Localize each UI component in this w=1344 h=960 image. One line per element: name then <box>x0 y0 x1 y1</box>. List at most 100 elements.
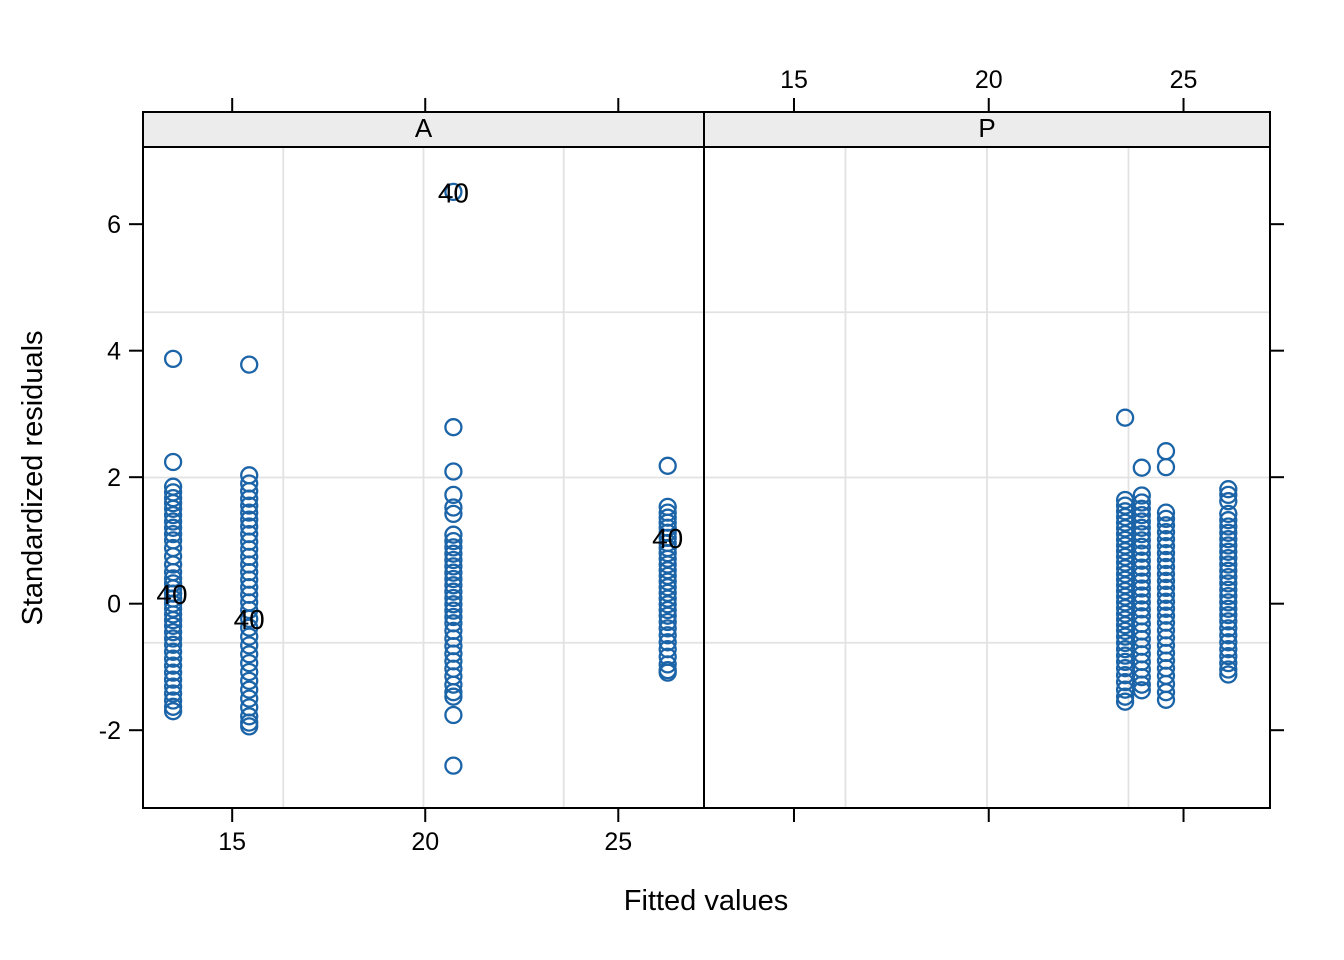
data-point <box>1115 408 1135 427</box>
x-axis-tick-label: 15 <box>780 66 808 94</box>
data-point <box>1132 458 1151 477</box>
data-point <box>1156 503 1176 522</box>
data-point <box>240 662 259 682</box>
data-point <box>658 663 677 682</box>
data-point <box>1156 457 1176 477</box>
data-point <box>1132 593 1151 612</box>
data-point <box>240 355 259 374</box>
data-point <box>1132 531 1151 550</box>
data-point <box>658 600 677 620</box>
data-point <box>1219 605 1238 625</box>
data-point <box>658 456 677 475</box>
data-point <box>658 606 677 625</box>
data-point <box>163 642 183 661</box>
data-point <box>1219 548 1238 568</box>
data-point <box>163 677 183 696</box>
point-label: 40 <box>438 178 469 209</box>
data-point <box>658 612 677 632</box>
grid-layer <box>143 147 1270 808</box>
data-point <box>163 452 183 472</box>
data-point <box>163 555 183 574</box>
data-point <box>444 582 463 601</box>
data-point <box>240 503 259 522</box>
strip <box>703 111 1271 148</box>
data-point <box>1132 493 1151 512</box>
data-point <box>444 675 463 694</box>
data-point <box>1132 586 1151 605</box>
data-point <box>1219 485 1238 505</box>
data-point <box>1156 442 1176 461</box>
data-point <box>1132 600 1151 619</box>
data-point <box>1132 537 1151 556</box>
y-axis-tick-label: 4 <box>107 338 121 366</box>
data-point <box>240 496 259 515</box>
data-point <box>163 684 183 703</box>
data-point <box>1219 504 1238 524</box>
x-axis-tick-label: 25 <box>604 828 632 856</box>
data-point <box>163 499 183 518</box>
data-point <box>163 512 183 531</box>
data-point <box>1219 480 1238 499</box>
data-point <box>1156 585 1176 604</box>
data-point <box>1156 509 1176 529</box>
data-point <box>1115 687 1135 706</box>
data-point <box>1132 486 1151 505</box>
data-point <box>1219 593 1238 612</box>
strip-label: P <box>978 113 995 143</box>
data-point <box>1132 565 1151 584</box>
axis-layer: 15 20 25 -2 0 2 4 6 15 20 25 <box>99 66 1284 856</box>
data-point <box>240 689 259 708</box>
data-point <box>1219 542 1238 561</box>
data-point <box>658 655 677 674</box>
data-point <box>1219 555 1238 574</box>
data-point <box>1219 619 1238 638</box>
data-point <box>1219 517 1238 536</box>
data-point <box>163 616 183 635</box>
data-point <box>240 653 259 673</box>
data-point <box>1219 511 1238 530</box>
data-point <box>163 670 183 689</box>
points-layer: 40 40 40 40 <box>156 178 1238 775</box>
data-point <box>163 349 183 369</box>
data-point <box>163 629 183 648</box>
data-point <box>1219 530 1238 549</box>
data-point <box>163 702 183 721</box>
data-point <box>163 635 183 654</box>
data-point <box>163 605 183 624</box>
point-label: 40 <box>156 579 187 610</box>
y-axis-tick-label: 0 <box>107 591 121 619</box>
data-point <box>1156 571 1176 591</box>
data-point <box>1156 523 1176 542</box>
data-point <box>1219 561 1238 580</box>
data-point <box>1219 653 1238 673</box>
data-point <box>444 576 463 595</box>
strip-label: A <box>415 113 433 143</box>
data-point <box>1132 681 1151 700</box>
data-point <box>444 498 463 517</box>
data-point <box>1219 640 1238 659</box>
data-point <box>1132 572 1151 591</box>
data-point <box>1156 557 1176 577</box>
data-point <box>1132 558 1151 577</box>
data-point <box>444 544 463 563</box>
x-axis-tick-label: 20 <box>975 66 1003 94</box>
data-point <box>444 705 463 725</box>
data-point <box>444 557 463 576</box>
data-point <box>658 633 677 652</box>
data-point <box>1219 567 1238 587</box>
data-point <box>1156 530 1176 549</box>
data-point <box>1156 592 1176 611</box>
data-point <box>1156 516 1176 535</box>
data-point <box>444 683 463 702</box>
data-point <box>1219 633 1238 652</box>
data-point <box>1132 667 1151 687</box>
data-point <box>1156 543 1176 563</box>
data-point <box>444 462 463 481</box>
data-point <box>1132 499 1151 518</box>
data-point <box>1132 675 1151 694</box>
data-point <box>444 601 463 620</box>
x-axis-tick-label: 20 <box>411 828 439 856</box>
